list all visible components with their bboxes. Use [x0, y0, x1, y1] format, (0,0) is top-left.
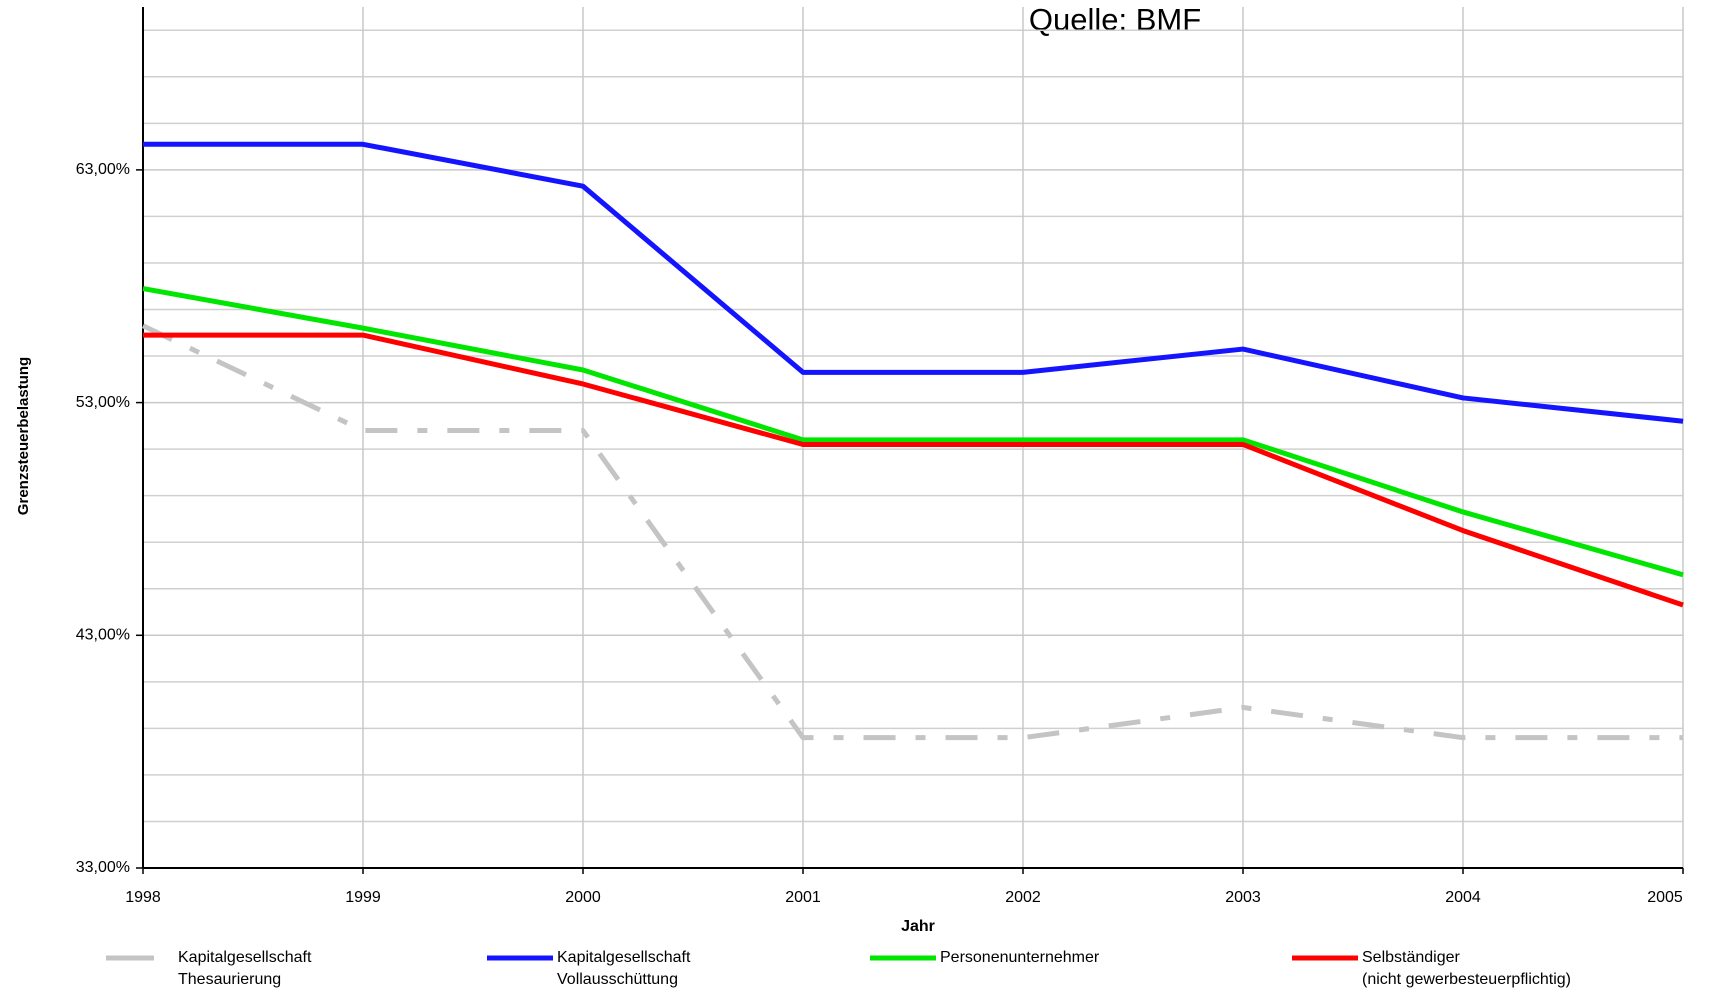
y-tick-label: 43,00%	[76, 627, 130, 644]
legend-label: Thesaurierung	[178, 971, 281, 988]
x-tick-label: 2001	[785, 889, 821, 906]
series-line	[143, 141, 1684, 424]
legend-label: Kapitalgesellschaft	[557, 949, 691, 966]
x-tick-label: 2003	[1225, 889, 1261, 906]
x-tick-label: 1998	[125, 889, 161, 906]
legend-label: (nicht gewerbesteuerpflichtig)	[1362, 971, 1571, 988]
legend-label: Vollausschüttung	[557, 971, 678, 988]
chart-title: Quelle: BMF	[1029, 2, 1201, 37]
x-tick-label: 1999	[345, 889, 381, 906]
y-tick-label: 33,00%	[76, 859, 130, 876]
x-tick-label: 2002	[1005, 889, 1041, 906]
y-axis-label: Grenzsteuerbelastung	[15, 357, 32, 515]
x-axis-label: Jahr	[901, 918, 935, 935]
y-tick-label: 53,00%	[76, 394, 130, 411]
x-tick-label: 2000	[565, 889, 601, 906]
legend-label: Kapitalgesellschaft	[178, 949, 312, 966]
series-line	[141, 323, 1683, 741]
y-tick-label: 63,00%	[76, 161, 130, 178]
legend-label: Personenunternehmer	[940, 949, 1100, 966]
series-line	[143, 332, 1684, 608]
x-tick-label: 2004	[1445, 889, 1481, 906]
x-tick-label: 2005	[1647, 889, 1683, 906]
series-line	[142, 286, 1684, 578]
legend-label: Selbständiger	[1362, 949, 1461, 966]
